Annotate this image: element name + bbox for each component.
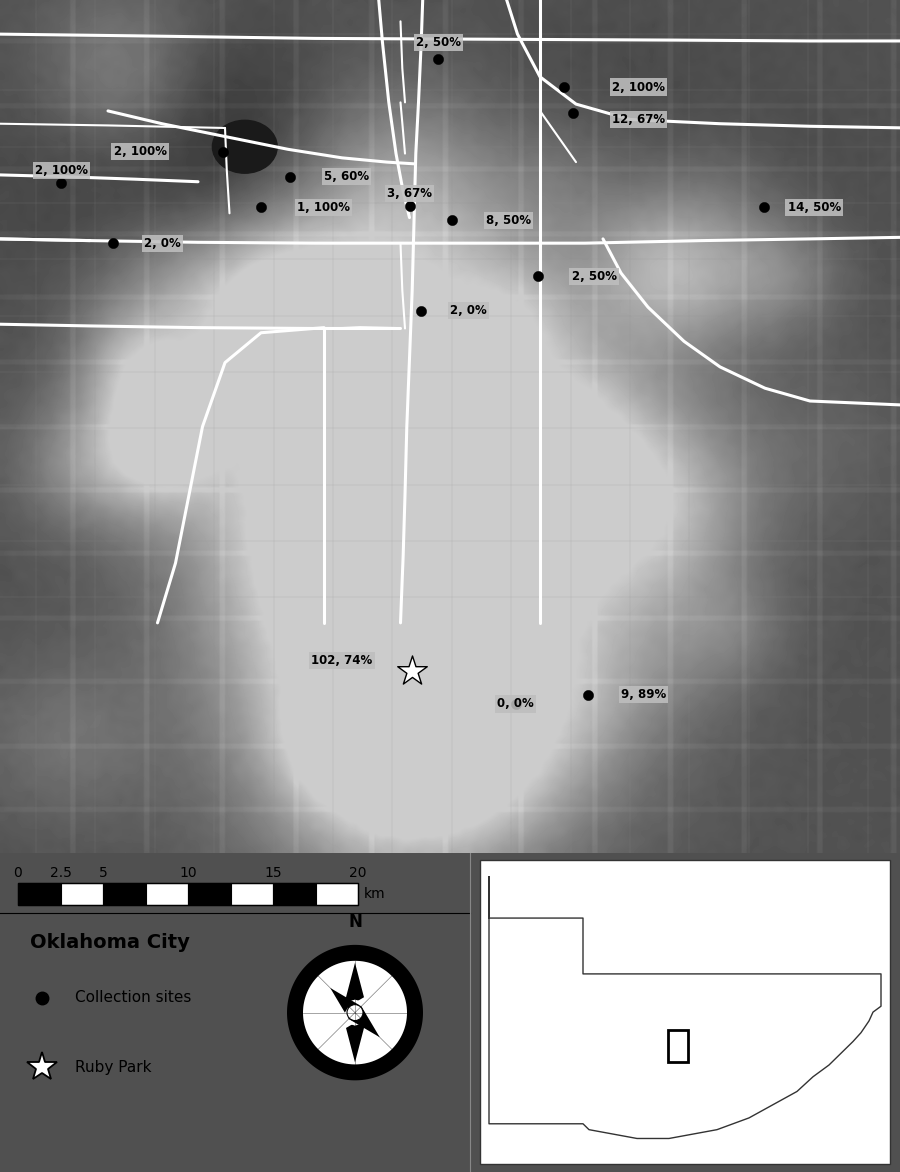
Bar [669, 1030, 689, 1062]
Circle shape [303, 961, 407, 1064]
Text: 10: 10 [179, 866, 197, 880]
Polygon shape [347, 988, 380, 1020]
Point [414, 301, 428, 320]
Text: 102, 74%: 102, 74% [311, 654, 373, 667]
Polygon shape [342, 962, 368, 1028]
PathPatch shape [287, 945, 423, 1081]
Text: Oklahoma City: Oklahoma City [30, 933, 190, 953]
Text: N: N [348, 913, 362, 931]
Text: 5: 5 [99, 866, 107, 880]
Polygon shape [305, 1000, 370, 1026]
Point [757, 198, 771, 217]
Text: 2, 100%: 2, 100% [612, 81, 665, 94]
Bar [103, 884, 146, 905]
Point [531, 267, 545, 286]
Text: 12, 67%: 12, 67% [612, 113, 665, 125]
Text: 2, 50%: 2, 50% [572, 270, 616, 282]
Point [445, 211, 459, 230]
Point [580, 686, 595, 704]
Text: 2, 0%: 2, 0% [450, 304, 487, 318]
Point [566, 103, 580, 122]
Text: 5, 60%: 5, 60% [324, 170, 369, 183]
Point [105, 233, 120, 252]
Bar [480, 860, 890, 1164]
Bar [316, 884, 358, 905]
Text: km: km [364, 887, 385, 901]
Bar [146, 884, 188, 905]
Text: 9, 89%: 9, 89% [621, 688, 666, 701]
Text: 1, 100%: 1, 100% [297, 200, 350, 213]
Text: 14, 50%: 14, 50% [788, 200, 841, 213]
Text: Collection sites: Collection sites [75, 990, 192, 1006]
Point [508, 695, 523, 714]
Bar [273, 884, 316, 905]
Point [283, 168, 297, 186]
Text: 15: 15 [265, 866, 282, 880]
Circle shape [347, 1004, 363, 1021]
Ellipse shape [212, 121, 277, 173]
Point [431, 49, 446, 68]
Polygon shape [342, 997, 368, 1062]
Bar [18, 884, 60, 905]
Polygon shape [330, 988, 363, 1020]
Point [216, 143, 230, 162]
Text: 2, 100%: 2, 100% [113, 145, 166, 158]
Text: 2, 100%: 2, 100% [35, 164, 87, 177]
Text: 0, 0%: 0, 0% [498, 697, 534, 710]
Text: 2.5: 2.5 [50, 866, 71, 880]
Text: 2, 0%: 2, 0% [144, 237, 181, 250]
Polygon shape [340, 1000, 405, 1026]
Text: 0: 0 [14, 866, 22, 880]
Text: Ruby Park: Ruby Park [75, 1059, 151, 1075]
Bar [18, 884, 358, 905]
Point [402, 196, 417, 214]
Bar [230, 884, 273, 905]
Polygon shape [347, 1006, 380, 1037]
Text: 3, 67%: 3, 67% [387, 188, 432, 200]
Point [557, 77, 572, 96]
Point [254, 198, 268, 217]
Text: 2, 50%: 2, 50% [416, 36, 461, 49]
Text: 8, 50%: 8, 50% [486, 213, 531, 226]
Polygon shape [489, 877, 881, 1138]
Point [405, 662, 419, 681]
Bar [188, 884, 230, 905]
Polygon shape [330, 1006, 363, 1037]
Point [54, 173, 68, 192]
Bar [60, 884, 103, 905]
Text: 20: 20 [349, 866, 367, 880]
